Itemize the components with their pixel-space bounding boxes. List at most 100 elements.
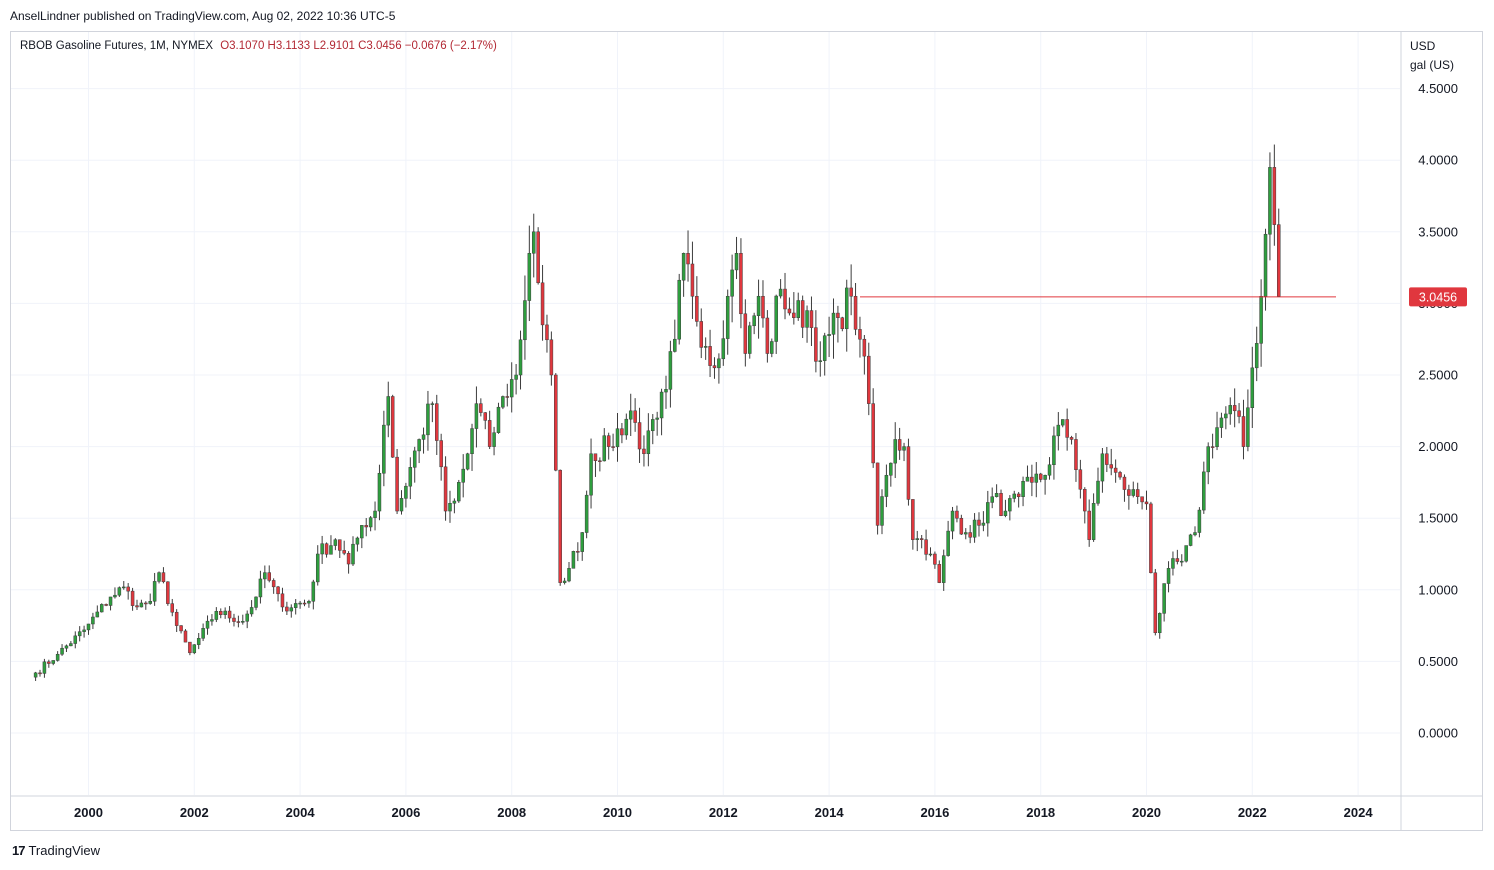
candle-body [144, 602, 148, 605]
candle-body [227, 610, 232, 619]
candle [787, 297, 792, 316]
candle [1224, 406, 1228, 430]
candle [628, 393, 633, 436]
candle-body [994, 493, 999, 497]
candle-body [1237, 410, 1241, 417]
candle [677, 273, 681, 345]
candle-body [338, 539, 342, 551]
x-tick-label: 2024 [1344, 805, 1374, 820]
candle-body [390, 396, 395, 458]
x-tick-label: 2020 [1132, 805, 1161, 820]
candle-body [333, 539, 338, 546]
candle-body [205, 620, 210, 629]
candle [161, 567, 166, 584]
candle-body [540, 282, 545, 326]
candle-body [708, 346, 712, 366]
candle [1109, 448, 1113, 476]
candle [651, 414, 655, 445]
candle [1100, 447, 1105, 493]
candle [338, 539, 342, 558]
candle-body [373, 510, 377, 518]
x-tick-label: 2000 [74, 805, 103, 820]
y-tick-label: 2.0000 [1418, 439, 1458, 454]
candle [1135, 482, 1140, 504]
candle [47, 659, 51, 668]
candle [157, 571, 161, 584]
candle [822, 332, 827, 376]
footer-brand: TradingView [28, 843, 101, 858]
candle [170, 598, 175, 617]
candle-body [293, 603, 298, 608]
candle-body [417, 439, 421, 452]
candle-body [1259, 295, 1263, 344]
candle-body [249, 607, 254, 615]
candle-body [602, 435, 607, 462]
candle-body [1105, 453, 1109, 465]
candle-body [360, 525, 364, 539]
candle [1228, 397, 1233, 425]
candle [748, 321, 752, 359]
candle-body [968, 532, 972, 538]
candle-body [902, 446, 906, 451]
candle-body [166, 581, 170, 604]
candle [633, 398, 637, 432]
candle [1074, 433, 1078, 482]
x-tick-label: 2010 [603, 805, 632, 820]
candle-body [651, 419, 655, 432]
candle [461, 454, 465, 498]
candle-body [42, 661, 47, 674]
candle [774, 294, 778, 354]
candle-body [157, 572, 161, 582]
candle-body [483, 412, 487, 421]
candle [1162, 583, 1166, 622]
candle-body [302, 602, 307, 605]
candle-body [620, 428, 624, 436]
y-tick-label: 2.5000 [1418, 368, 1458, 383]
candle [1144, 490, 1149, 510]
candle-body [999, 493, 1003, 516]
candle [919, 534, 924, 549]
candle-body [509, 379, 514, 398]
candle [329, 535, 333, 555]
candle-body [377, 472, 382, 512]
candle-body [408, 467, 413, 487]
candle [60, 644, 64, 656]
candle [1171, 551, 1175, 576]
candle-body [1219, 417, 1224, 428]
candle [955, 505, 959, 523]
candle-body [849, 287, 853, 297]
candle [55, 651, 60, 662]
candle [117, 586, 122, 597]
candle [219, 608, 223, 619]
candle [487, 410, 492, 450]
candle-body [792, 312, 796, 318]
candle [972, 513, 977, 543]
candle [51, 660, 55, 666]
candle-body [1228, 405, 1233, 415]
candle-body [659, 391, 664, 419]
candle [236, 615, 241, 628]
candle [395, 448, 399, 515]
candle [1052, 426, 1056, 480]
candle-body [1171, 558, 1175, 569]
candle [800, 295, 805, 339]
candle-body [946, 530, 950, 556]
candle-body [717, 358, 721, 369]
candle [567, 561, 571, 583]
x-tick-label: 2022 [1238, 805, 1267, 820]
candle-body [285, 606, 289, 612]
candle-body [1096, 480, 1100, 504]
candle [558, 469, 562, 586]
candle-body [981, 522, 986, 526]
x-tick-label: 2018 [1026, 805, 1055, 820]
candle-body [770, 341, 774, 354]
candle [844, 279, 849, 352]
candle [390, 394, 395, 458]
candle-body [421, 434, 426, 440]
candle-body [893, 439, 897, 464]
candle [382, 410, 386, 487]
candle-body [448, 503, 452, 512]
candle-body [871, 403, 875, 464]
candle-body [311, 581, 316, 602]
